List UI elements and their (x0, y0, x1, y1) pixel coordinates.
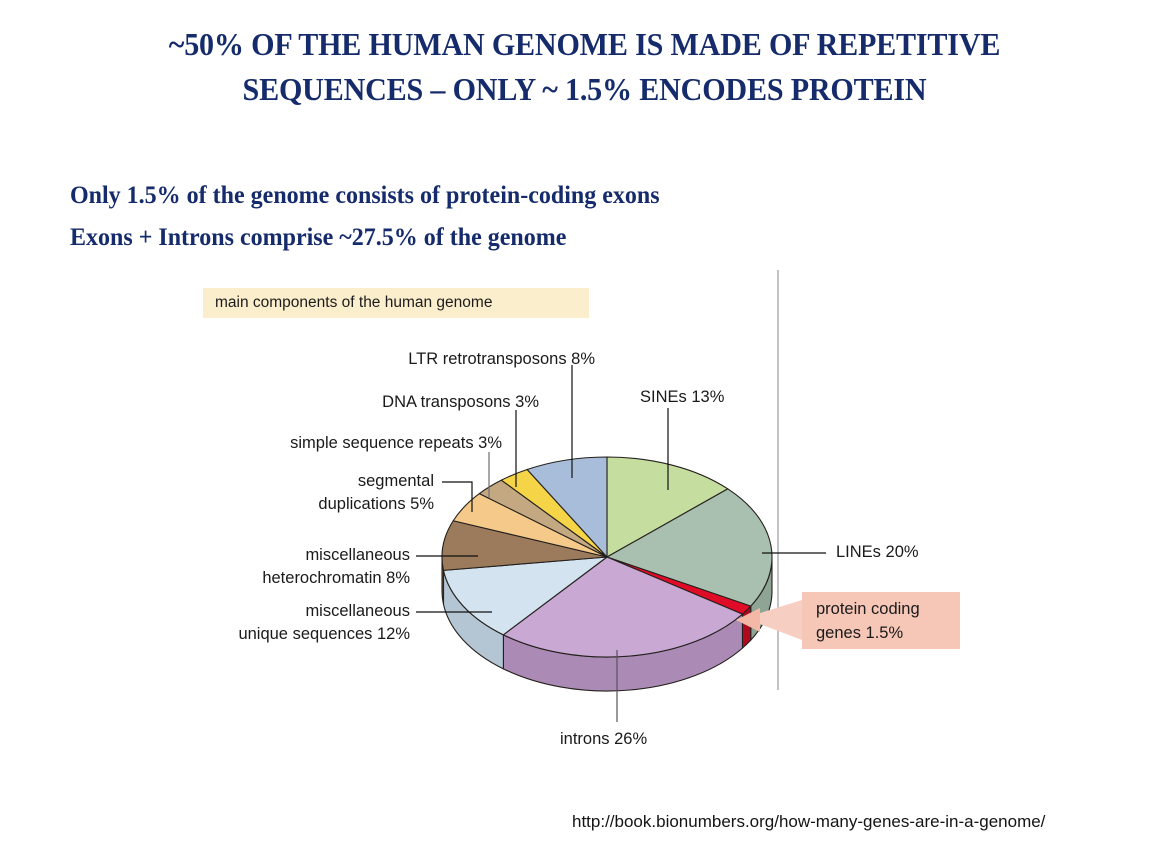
pie-slice-sines (606, 456, 729, 558)
subtitle-block: Only 1.5% of the genome consists of prot… (70, 175, 660, 259)
label-miscellaneous-heterochromatin: miscellaneous heterochromatin 8% (160, 544, 410, 590)
page-title: ~50% OF THE HUMAN GENOME IS MADE OF REPE… (35, 22, 1134, 112)
label-introns: introns 26% (560, 730, 648, 748)
label-segmental-duplications-line-2: duplications 5% (318, 495, 434, 513)
protein-coding-callout-line-2: genes 1.5% (816, 624, 904, 642)
subtitle-line-2: Exons + Introns comprise ~27.5% of the g… (70, 224, 567, 251)
pie-slice-miscellaneous-unique-sequences (442, 556, 608, 636)
protein-coding-callout: protein coding genes 1.5% (802, 592, 960, 649)
label-simple-sequence-repeats: simple sequence repeats 3% (290, 434, 502, 452)
label-lines: LINEs 20% (836, 543, 919, 561)
pie-top-faces (441, 456, 773, 658)
source-url: http://book.bionumbers.org/how-many-gene… (572, 812, 1046, 831)
label-miscellaneous-heterochromatin-line-2: heterochromatin 8% (262, 569, 410, 587)
label-ltr-retrotransposons: LTR retrotransposons 8% (408, 350, 595, 368)
label-sines: SINEs 13% (640, 388, 725, 406)
pie-slice-introns (502, 556, 743, 658)
page-title-line-2: SEQUENCES – ONLY ~ 1.5% ENCODES PROTEIN (242, 71, 927, 107)
pie-slice-lines (606, 488, 773, 607)
label-miscellaneous-heterochromatin-line-1: miscellaneous (305, 546, 410, 564)
subtitle-line-1: Only 1.5% of the genome consists of prot… (70, 182, 660, 209)
label-miscellaneous-unique-sequences: miscellaneous unique sequences 12% (150, 600, 410, 646)
label-dna-transposons: DNA transposons 3% (382, 393, 539, 411)
pie-slice-ltr-retrotransposons (526, 456, 608, 558)
figure-caption-banner: main components of the human genome (203, 288, 589, 318)
label-segmental-duplications-line-1: segmental (357, 472, 434, 490)
label-miscellaneous-unique-sequences-line-1: miscellaneous (305, 602, 410, 620)
figure-caption-text: main components of the human genome (215, 294, 493, 311)
page-title-line-1: ~50% OF THE HUMAN GENOME IS MADE OF REPE… (168, 26, 1001, 62)
protein-coding-callout-line-1: protein coding (816, 600, 920, 618)
label-miscellaneous-unique-sequences-line-2: unique sequences 12% (238, 625, 410, 643)
label-segmental-duplications: segmental duplications 5% (180, 470, 434, 516)
